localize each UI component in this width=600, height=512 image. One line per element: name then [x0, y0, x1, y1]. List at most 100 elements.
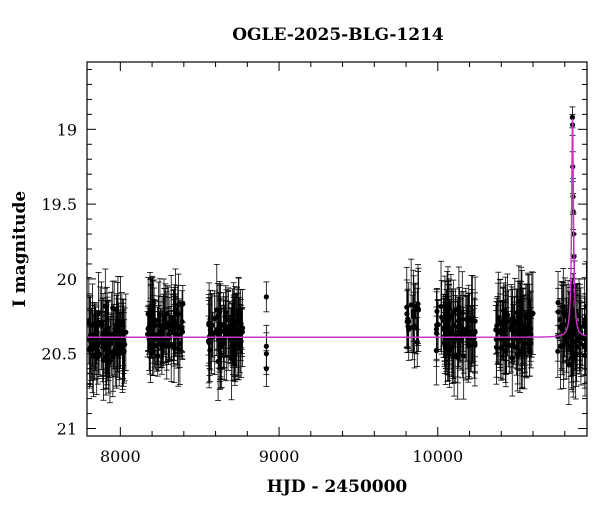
data-point	[404, 319, 410, 325]
data-point	[404, 304, 410, 310]
data-point	[104, 310, 110, 316]
x-tick-label: 8000	[100, 447, 141, 466]
data-point	[119, 346, 126, 352]
data-point	[230, 337, 237, 344]
data-point	[263, 294, 269, 300]
data-point	[582, 342, 587, 348]
data-point	[154, 342, 160, 349]
data-point	[458, 338, 464, 344]
y-tick-label: 19	[57, 120, 77, 139]
data-point	[209, 322, 215, 328]
data-point	[502, 348, 508, 355]
x-axis: 8000 9000 10000	[100, 62, 566, 466]
chart-title: OGLE-2025-BLG-1214	[232, 25, 444, 45]
data-point	[493, 327, 499, 333]
data-point	[446, 317, 452, 323]
data-point	[215, 313, 221, 319]
data-point	[219, 344, 225, 350]
data-point	[232, 351, 238, 357]
data-point	[415, 301, 421, 307]
data-point	[521, 341, 527, 347]
data-point	[451, 339, 457, 345]
data-point	[107, 358, 113, 364]
data-point	[519, 325, 525, 331]
data-point	[158, 342, 164, 348]
data-point	[115, 335, 121, 341]
x-tick-label: 10000	[412, 447, 463, 466]
data-point	[151, 318, 157, 325]
data-point	[206, 340, 212, 346]
data-point	[530, 310, 536, 316]
data-point	[113, 346, 120, 352]
data-point	[555, 309, 561, 315]
y-axis-label: I magnitude	[10, 191, 30, 308]
data-point	[414, 306, 421, 312]
model-curve	[87, 118, 587, 338]
y-tick-label: 21	[57, 420, 77, 439]
data-point	[525, 320, 532, 326]
data-point	[175, 311, 181, 317]
data-point	[156, 338, 162, 344]
data-point	[411, 311, 417, 317]
data-point	[110, 354, 116, 360]
data-point	[449, 330, 455, 336]
x-axis-label: HJD - 2450000	[267, 477, 408, 497]
data-point	[215, 358, 221, 364]
data-point	[555, 348, 561, 354]
data-point	[100, 341, 106, 347]
data-point	[455, 318, 461, 324]
data-point	[569, 326, 575, 332]
data-point	[577, 340, 583, 346]
data-point	[177, 332, 183, 338]
model-layer	[87, 118, 587, 338]
data-point	[443, 327, 449, 334]
x-tick-label: 9000	[259, 447, 300, 466]
data-point	[570, 312, 576, 318]
data-point	[411, 323, 418, 329]
data-point	[446, 347, 453, 354]
data-point	[493, 336, 499, 343]
data-point	[577, 323, 583, 329]
data-point	[405, 326, 412, 333]
data-point	[225, 323, 231, 330]
data-point	[263, 366, 269, 372]
data-point	[455, 354, 461, 360]
data-point	[121, 340, 127, 346]
data-point	[162, 318, 168, 324]
y-tick-label: 20	[57, 270, 77, 289]
data-point	[123, 329, 129, 335]
data-point	[171, 320, 177, 326]
data-point	[465, 324, 471, 330]
data-point	[459, 310, 465, 316]
data-point	[408, 302, 414, 308]
data-point	[87, 346, 93, 352]
data-point	[572, 330, 578, 336]
data-point	[438, 303, 444, 310]
data-point	[514, 310, 520, 316]
data-point	[566, 362, 572, 368]
data-point	[236, 343, 242, 349]
data-point	[518, 309, 524, 315]
data-point	[414, 339, 420, 345]
data-point	[464, 317, 470, 323]
data-point	[146, 331, 152, 337]
data-point	[513, 329, 519, 335]
data-point	[145, 311, 151, 317]
data-point	[208, 331, 215, 337]
data-point	[112, 328, 119, 335]
data-point	[528, 331, 534, 338]
data-point	[471, 332, 477, 338]
data-point	[239, 326, 245, 332]
data-point	[434, 322, 441, 328]
data-point	[564, 336, 570, 342]
data-point	[180, 301, 186, 307]
data-point	[583, 303, 587, 310]
y-tick-label: 20.5	[41, 345, 77, 364]
data-point	[166, 324, 172, 331]
y-tick-label: 19.5	[41, 195, 77, 214]
data-point	[561, 341, 567, 347]
data-point	[509, 355, 515, 361]
data-point	[179, 326, 185, 332]
y-axis: 19 19.5 20 20.5 21	[41, 68, 587, 439]
